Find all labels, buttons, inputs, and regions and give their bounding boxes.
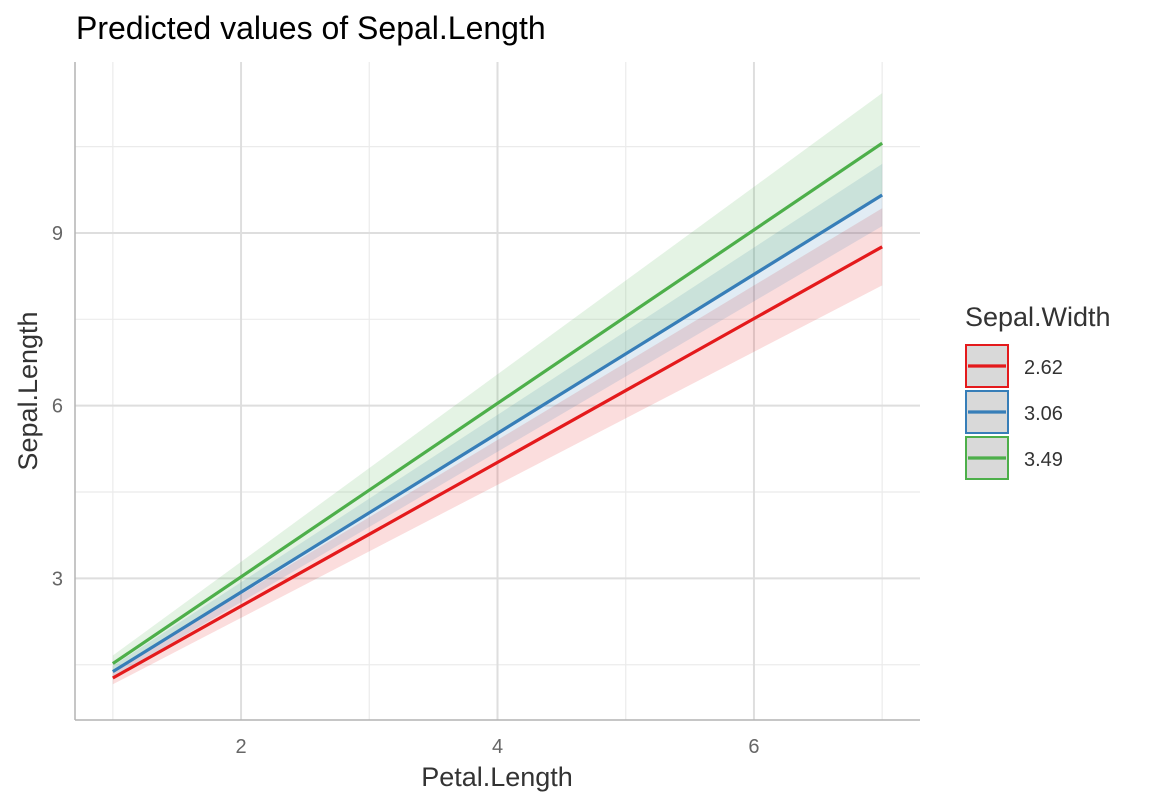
- y-tick-label-0: 3: [52, 568, 63, 590]
- y-axis-ticks: 3 6 9: [52, 223, 63, 590]
- y-tick-label-2: 9: [52, 223, 63, 245]
- confidence-bands: [112, 93, 883, 685]
- y-tick-label-1: 6: [52, 396, 63, 418]
- legend-label-2.62: 2.62: [1024, 357, 1063, 379]
- series-lines: [111, 141, 884, 680]
- series-line-2.62: [112, 245, 883, 680]
- confidence-band-3.49: [112, 93, 883, 672]
- legend-item-3.49: 3.49: [965, 436, 1063, 480]
- legend-title: Sepal.Width: [965, 302, 1111, 332]
- series-line-3.06: [111, 193, 884, 674]
- legend-label-3.06: 3.06: [1024, 403, 1063, 425]
- x-tick-label-2: 6: [748, 736, 759, 758]
- confidence-band-3.06: [112, 163, 883, 678]
- grid: [75, 62, 920, 720]
- confidence-band-2.62: [112, 208, 883, 685]
- x-tick-label-0: 2: [235, 736, 246, 758]
- legend-label-3.49: 3.49: [1024, 449, 1063, 471]
- series-line-3.49: [111, 141, 884, 665]
- legend-items: 2.62 3.06 3.49: [965, 344, 1063, 480]
- legend-item-2.62: 2.62: [965, 344, 1063, 388]
- chart-title: Predicted values of Sepal.Length: [76, 10, 546, 46]
- x-axis-title: Petal.Length: [421, 762, 573, 792]
- y-axis-title: Sepal.Length: [13, 311, 43, 470]
- x-tick-label-1: 4: [492, 736, 503, 758]
- legend-item-3.06: 3.06: [965, 390, 1063, 434]
- x-axis-ticks: 2 4 6: [235, 736, 759, 758]
- legend: Sepal.Width 2.62 3.06 3.49: [965, 302, 1111, 480]
